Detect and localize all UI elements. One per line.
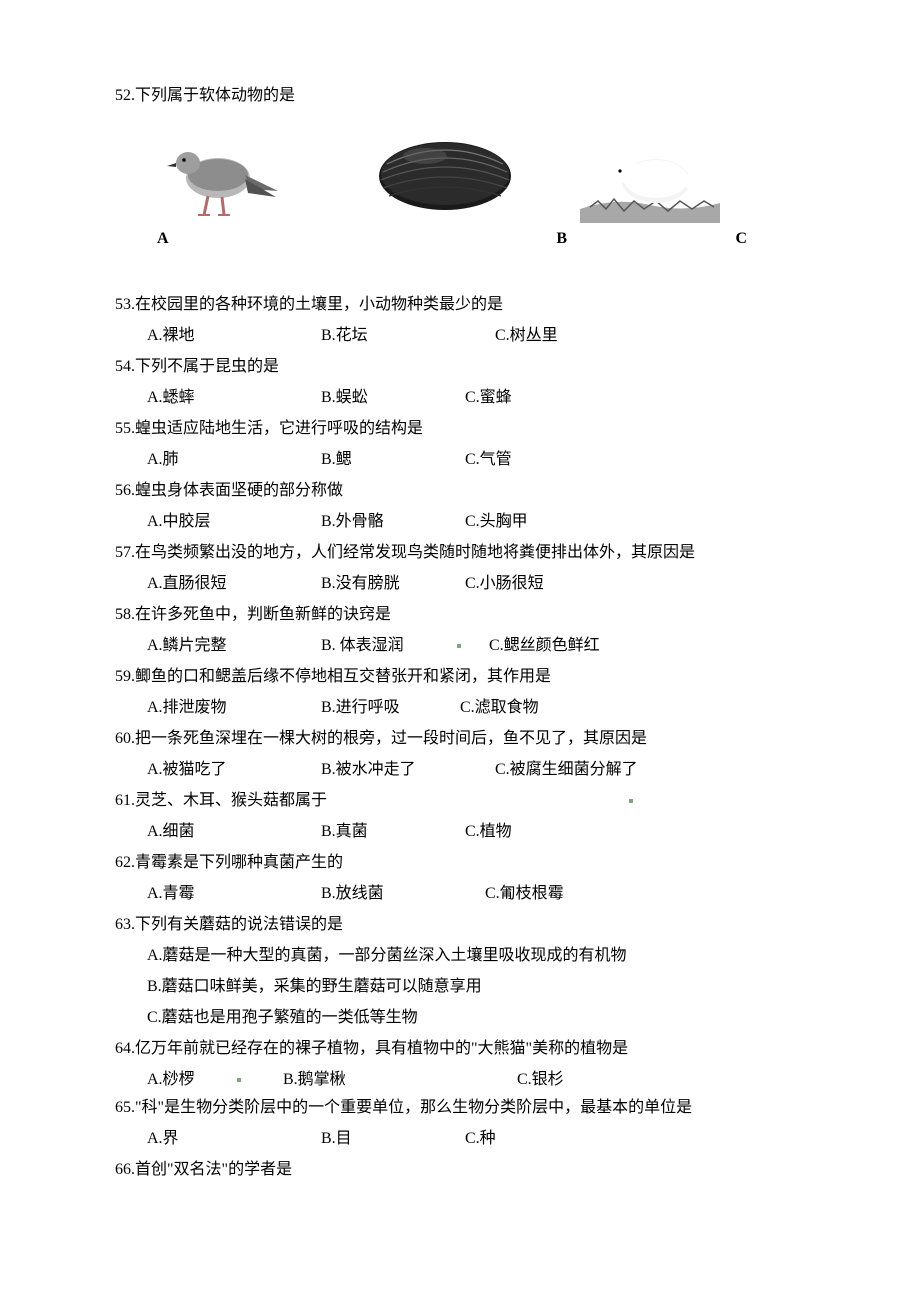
- q55-opt-a: A.肺: [147, 452, 317, 468]
- mussel-icon: [365, 128, 525, 218]
- q52-label-a: A: [115, 231, 277, 247]
- q55-stem: 55.蝗虫适应陆地生活，它进行呼吸的结构是: [115, 421, 805, 437]
- q63-opts: A.蘑菇是一种大型的真菌，一部分菌丝深入土壤里吸收现成的有机物 B.蘑菇口味鲜美…: [115, 948, 805, 1026]
- q57-opt-b: B.没有膀胱: [321, 576, 461, 592]
- q59-opt-a: A.排泄废物: [147, 700, 317, 716]
- q52-label-b: B: [277, 231, 577, 247]
- q64-opt-c: C.银杉: [517, 1072, 687, 1088]
- q56-opts: A.中胶层 B.外骨骼 C.头胸甲: [115, 514, 805, 530]
- q61-opt-c: C.植物: [465, 824, 635, 840]
- q66-stem: 66.首创"双名法"的学者是: [115, 1162, 805, 1178]
- q63-opt-a: A.蘑菇是一种大型的真菌，一部分菌丝深入土壤里吸收现成的有机物: [147, 948, 805, 964]
- q60-opt-a: A.被猫吃了: [147, 762, 317, 778]
- q61-stem: 61.灵芝、木耳、猴头菇都属于: [115, 793, 805, 809]
- q60-opt-c: C.被腐生细菌分解了: [495, 762, 715, 778]
- q60-opts: A.被猫吃了 B.被水冲走了 C.被腐生细菌分解了: [115, 762, 805, 778]
- q53-opts: A.裸地 B.花坛 C.树丛里: [115, 328, 805, 344]
- q64-opt-a: A.桫椤: [147, 1072, 231, 1088]
- q60-stem: 60.把一条死鱼深埋在一棵大树的根旁，过一段时间后，鱼不见了，其原因是: [115, 731, 805, 747]
- q60-opt-b: B.被水冲走了: [321, 762, 491, 778]
- q59-opt-c: C.滤取食物: [460, 700, 630, 716]
- rabbit-icon: [580, 123, 720, 223]
- q52-image-row: [115, 119, 805, 227]
- q52-img-a: [115, 123, 325, 223]
- q59-stem: 59.鲫鱼的口和鳃盖后缘不停地相互交替张开和紧闭，其作用是: [115, 669, 805, 685]
- q59-opt-b: B.进行呼吸: [321, 700, 456, 716]
- q61-stem-text: 61.灵芝、木耳、猴头菇都属于: [115, 792, 327, 809]
- q55-opt-c: C.气管: [465, 452, 635, 468]
- q62-stem: 62.青霉素是下列哪种真菌产生的: [115, 855, 805, 871]
- q53-stem: 53.在校园里的各种环境的土壤里，小动物种类最少的是: [115, 297, 805, 313]
- q63-stem: 63.下列有关蘑菇的说法错误的是: [115, 917, 805, 933]
- q56-opt-b: B.外骨骼: [321, 514, 461, 530]
- q59-opts: A.排泄废物 B.进行呼吸 C.滤取食物: [115, 700, 805, 716]
- q54-opt-c: C.蜜蜂: [465, 390, 635, 406]
- q52-img-b: [325, 128, 565, 218]
- q52-label-row: A B C: [115, 231, 805, 247]
- q65-opt-c: C.种: [465, 1131, 635, 1147]
- q57-opt-c: C.小肠很短: [465, 576, 635, 592]
- q58-stem: 58.在许多死鱼中，判断鱼新鲜的诀窍是: [115, 607, 805, 623]
- dot-icon: [457, 644, 461, 648]
- q58-opt-a: A.鳞片完整: [147, 638, 317, 654]
- q53-opt-c: C.树丛里: [495, 328, 665, 344]
- q55-opt-b: B.鳃: [321, 452, 461, 468]
- q63-opt-b: B.蘑菇口味鲜美，采集的野生蘑菇可以随意享用: [147, 979, 805, 995]
- exam-page: 52.下列属于软体动物的是: [0, 0, 920, 1253]
- q53-opt-a: A.裸地: [147, 328, 317, 344]
- q64-stem: 64.亿万年前就已经存在的裸子植物，具有植物中的"大熊猫"美称的植物是: [115, 1041, 805, 1057]
- q62-opt-c: C.匍枝根霉: [485, 886, 655, 902]
- q65-stem: 65."科"是生物分类阶层中的一个重要单位，那么生物分类阶层中，最基本的单位是: [115, 1100, 805, 1116]
- q58-opts: A.鳞片完整 B. 体表湿润 C.鳃丝颜色鲜红: [115, 638, 805, 654]
- q57-opt-a: A.直肠很短: [147, 576, 317, 592]
- q61-opt-a: A.细菌: [147, 824, 317, 840]
- q54-opt-b: B.蜈蚣: [321, 390, 461, 406]
- q58-opt-b: B. 体表湿润: [321, 638, 451, 654]
- q61-opt-b: B.真菌: [321, 824, 461, 840]
- q56-opt-a: A.中胶层: [147, 514, 317, 530]
- q55-opts: A.肺 B.鳃 C.气管: [115, 452, 805, 468]
- pigeon-icon: [150, 123, 290, 223]
- q54-opt-a: A.蟋蟀: [147, 390, 317, 406]
- dot-icon: [629, 799, 633, 803]
- q53-opt-b: B.花坛: [321, 328, 491, 344]
- q64-opt-b: B.鹅掌楸: [283, 1072, 513, 1088]
- q52-img-c: [565, 123, 735, 223]
- q63-opt-c: C.蘑菇也是用孢子繁殖的一类低等生物: [147, 1010, 805, 1026]
- q65-opt-a: A.界: [147, 1131, 317, 1147]
- q62-opts: A.青霉 B.放线菌 C.匍枝根霉: [115, 886, 805, 902]
- q52-label-c: C: [577, 231, 747, 247]
- q57-opts: A.直肠很短 B.没有膀胱 C.小肠很短: [115, 576, 805, 592]
- q65-opt-b: B.目: [321, 1131, 461, 1147]
- q52-stem: 52.下列属于软体动物的是: [115, 88, 805, 104]
- dot-icon: [237, 1078, 241, 1082]
- q61-opts: A.细菌 B.真菌 C.植物: [115, 824, 805, 840]
- q56-opt-c: C.头胸甲: [465, 514, 635, 530]
- q57-stem: 57.在鸟类频繁出没的地方，人们经常发现鸟类随时随地将粪便排出体外，其原因是: [115, 545, 805, 561]
- q58-opt-c: C.鳃丝颜色鲜红: [489, 638, 679, 654]
- q54-stem: 54.下列不属于昆虫的是: [115, 359, 805, 375]
- q65-opts: A.界 B.目 C.种: [115, 1131, 805, 1147]
- q56-stem: 56.蝗虫身体表面坚硬的部分称做: [115, 483, 805, 499]
- q62-opt-b: B.放线菌: [321, 886, 481, 902]
- q54-opts: A.蟋蟀 B.蜈蚣 C.蜜蜂: [115, 390, 805, 406]
- q64-opts: A.桫椤 B.鹅掌楸 C.银杉: [115, 1072, 805, 1088]
- q62-opt-a: A.青霉: [147, 886, 317, 902]
